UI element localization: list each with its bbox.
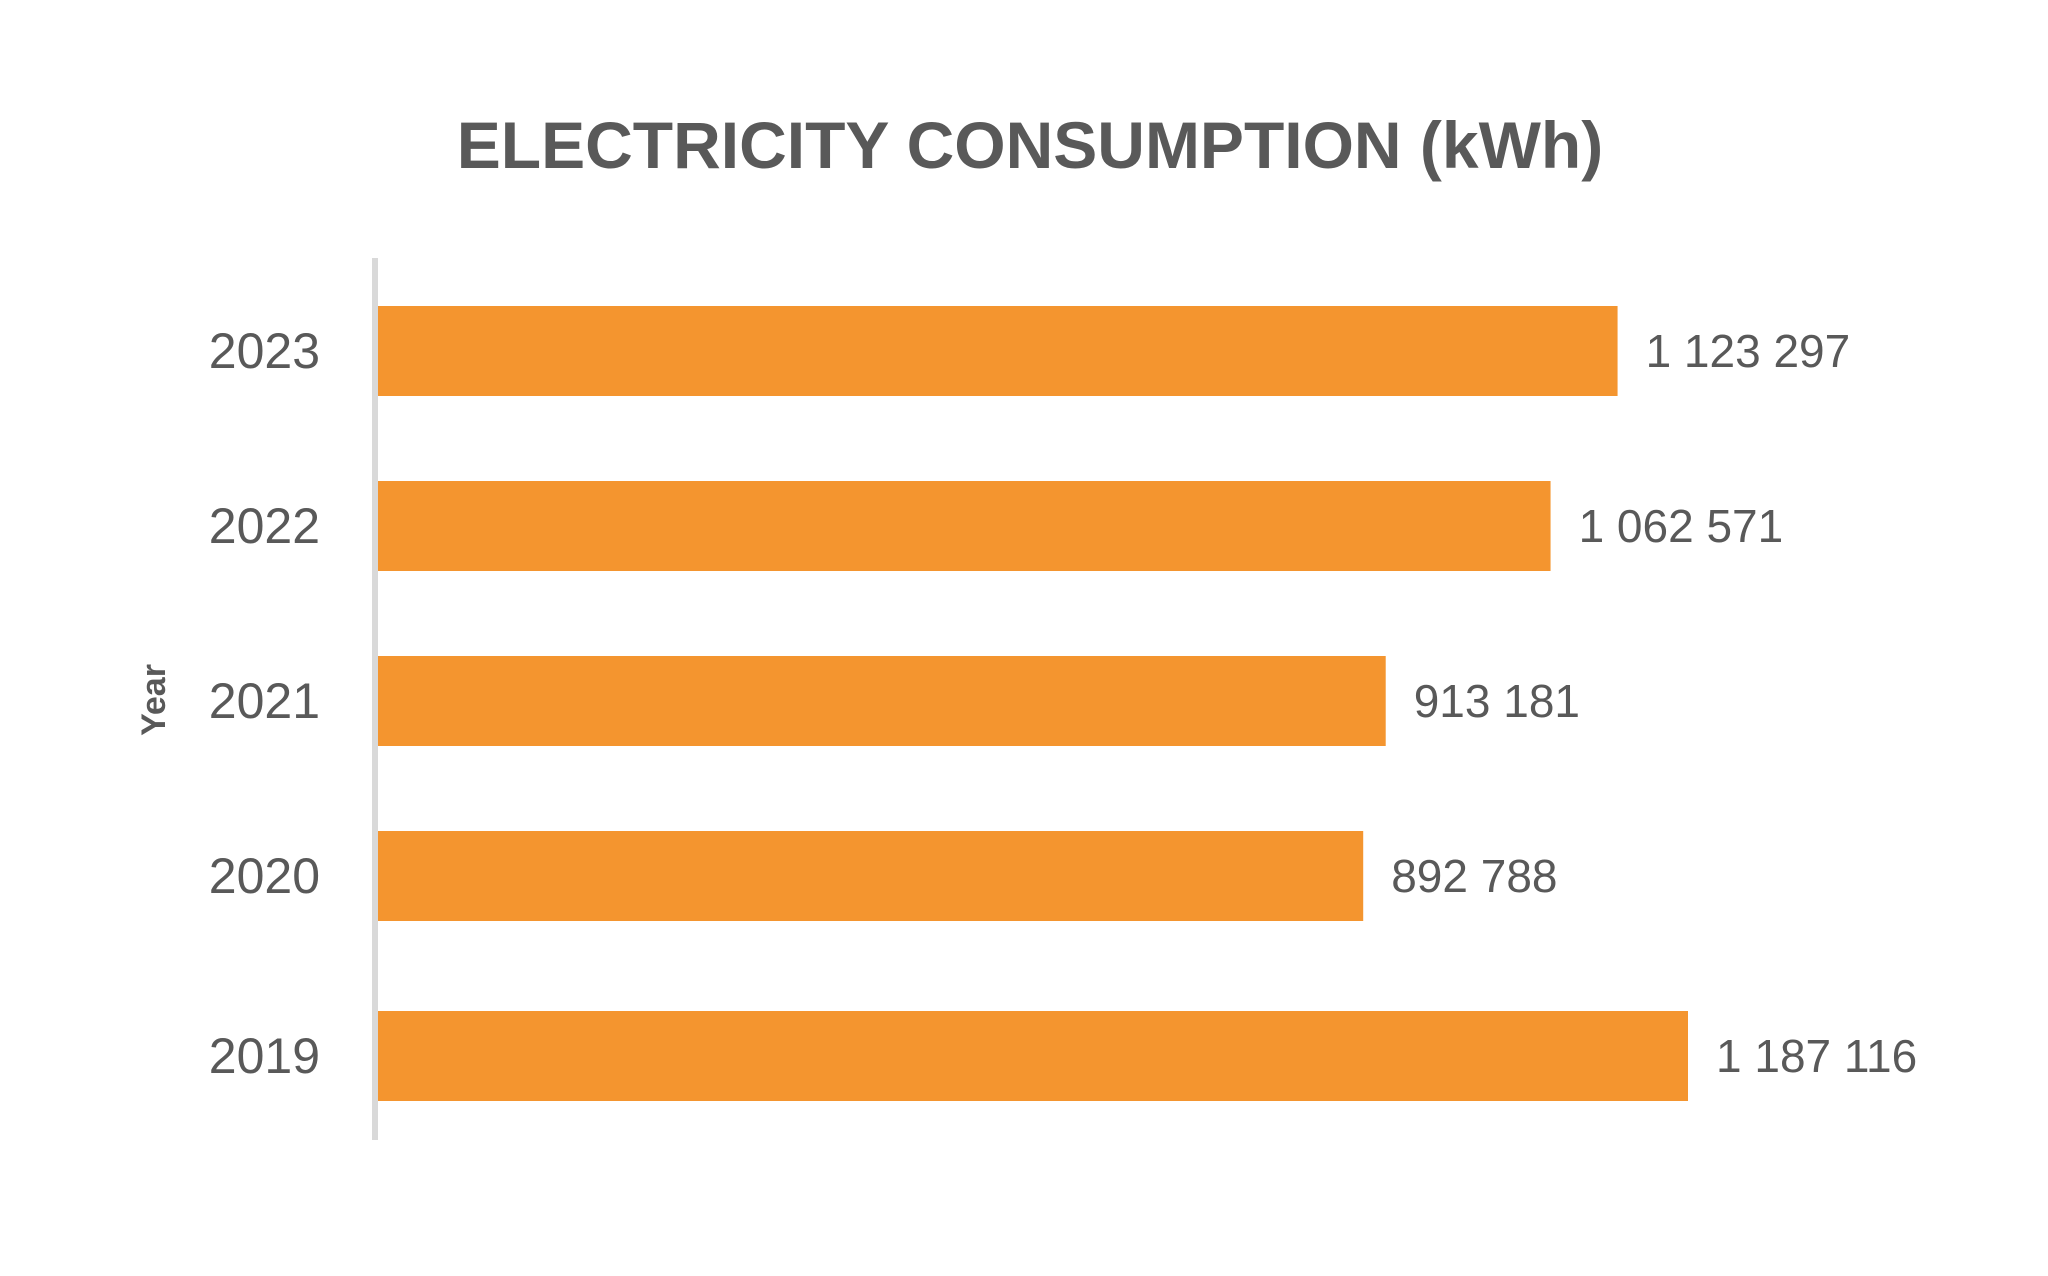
y-tick-label-2021: 2021	[209, 673, 320, 729]
bar-2023	[378, 306, 1618, 396]
y-tick-label-2020: 2020	[209, 848, 320, 904]
chart-title: ELECTRICITY CONSUMPTION (kWh)	[457, 108, 1603, 182]
data-label-2020: 892 788	[1391, 850, 1557, 902]
data-label-2022: 1 062 571	[1579, 500, 1784, 552]
data-label-2023: 1 123 297	[1646, 325, 1851, 377]
data-label-2019: 1 187 116	[1716, 1030, 1917, 1082]
bars-layer: 2023 1 123 297 2022 1 062 571 2021 913 181 202…	[209, 306, 1917, 1101]
bar-2021	[378, 656, 1386, 746]
y-tick-label-2022: 2022	[209, 498, 320, 554]
y-tick-label-2023: 2023	[209, 323, 320, 379]
bar-2020	[378, 831, 1364, 921]
bar-2019	[378, 1011, 1688, 1101]
data-label-2021: 913 181	[1414, 675, 1580, 727]
bar-2022	[378, 481, 1551, 571]
y-axis-title: Year	[135, 664, 173, 736]
y-tick-label-2019: 2019	[209, 1028, 320, 1084]
